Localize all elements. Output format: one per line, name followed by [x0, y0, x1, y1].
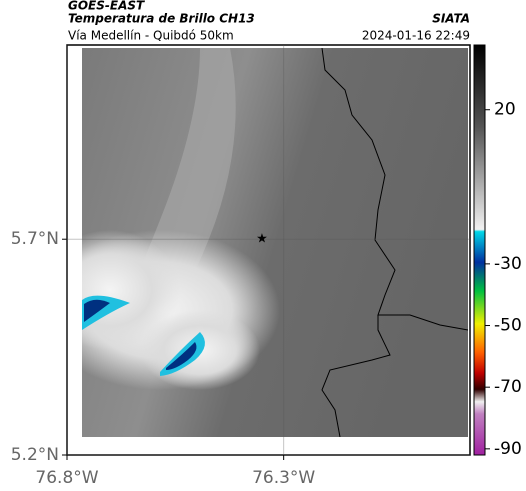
region: Vía Medellín - Quibdó 50km [68, 29, 234, 43]
location-marker: ★ [256, 232, 268, 247]
map-frame [66, 44, 471, 456]
colorbar [473, 44, 486, 456]
lat-tick-label: 5.7°N [11, 229, 59, 249]
colorbar-tick-label: -90 [494, 439, 522, 459]
satellite-image [82, 48, 468, 437]
colorbar-tick-label: 20 [494, 100, 516, 120]
datetime: 2024-01-16 22:49 [362, 29, 470, 43]
lon-tick-label: 76.3°W [252, 468, 315, 488]
lat-tick-label: 5.2°N [11, 445, 59, 465]
colorbar-tick-label: -50 [494, 316, 522, 336]
source: GOES-EAST [68, 0, 145, 13]
product: Temperatura de Brillo CH13 [68, 12, 255, 26]
colorbar-tick-label: -70 [494, 377, 522, 397]
colorbar-tick-label: -30 [494, 254, 522, 274]
agency: SIATA [432, 12, 470, 26]
lon-tick-label: 76.8°W [35, 468, 98, 488]
